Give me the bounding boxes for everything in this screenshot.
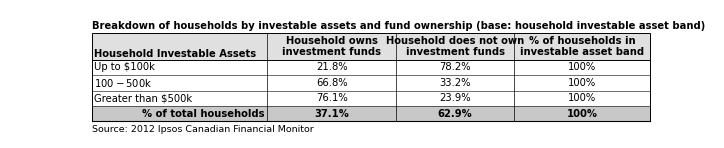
Text: Greater than $500k: Greater than $500k <box>94 93 193 103</box>
Text: Household does not own
investment funds: Household does not own investment funds <box>386 36 524 57</box>
Text: % of households in
investable asset band: % of households in investable asset band <box>520 36 644 57</box>
Text: Household owns
investment funds: Household owns investment funds <box>282 36 382 57</box>
Text: 21.8%: 21.8% <box>316 62 348 72</box>
Text: 33.2%: 33.2% <box>439 78 471 88</box>
Text: 100%: 100% <box>568 62 596 72</box>
Text: 62.9%: 62.9% <box>438 109 473 119</box>
Text: % of total households: % of total households <box>142 109 264 119</box>
Text: 23.9%: 23.9% <box>439 93 471 103</box>
Bar <box>92 106 650 122</box>
Text: 100%: 100% <box>568 78 596 88</box>
Text: $100 - $500k: $100 - $500k <box>94 77 153 89</box>
Text: 100%: 100% <box>566 109 597 119</box>
Text: 66.8%: 66.8% <box>316 78 348 88</box>
Text: Breakdown of households by investable assets and fund ownership (base: household: Breakdown of households by investable as… <box>92 21 705 31</box>
Text: 76.1%: 76.1% <box>316 93 348 103</box>
Text: 37.1%: 37.1% <box>314 109 349 119</box>
Text: Source: 2012 Ipsos Canadian Financial Monitor: Source: 2012 Ipsos Canadian Financial Mo… <box>92 125 314 134</box>
Text: 100%: 100% <box>568 93 596 103</box>
Text: 78.2%: 78.2% <box>439 62 471 72</box>
Bar <box>92 33 650 60</box>
Bar <box>92 33 650 122</box>
Text: Household Investable Assets: Household Investable Assets <box>94 49 256 59</box>
Text: Up to $100k: Up to $100k <box>94 62 156 72</box>
